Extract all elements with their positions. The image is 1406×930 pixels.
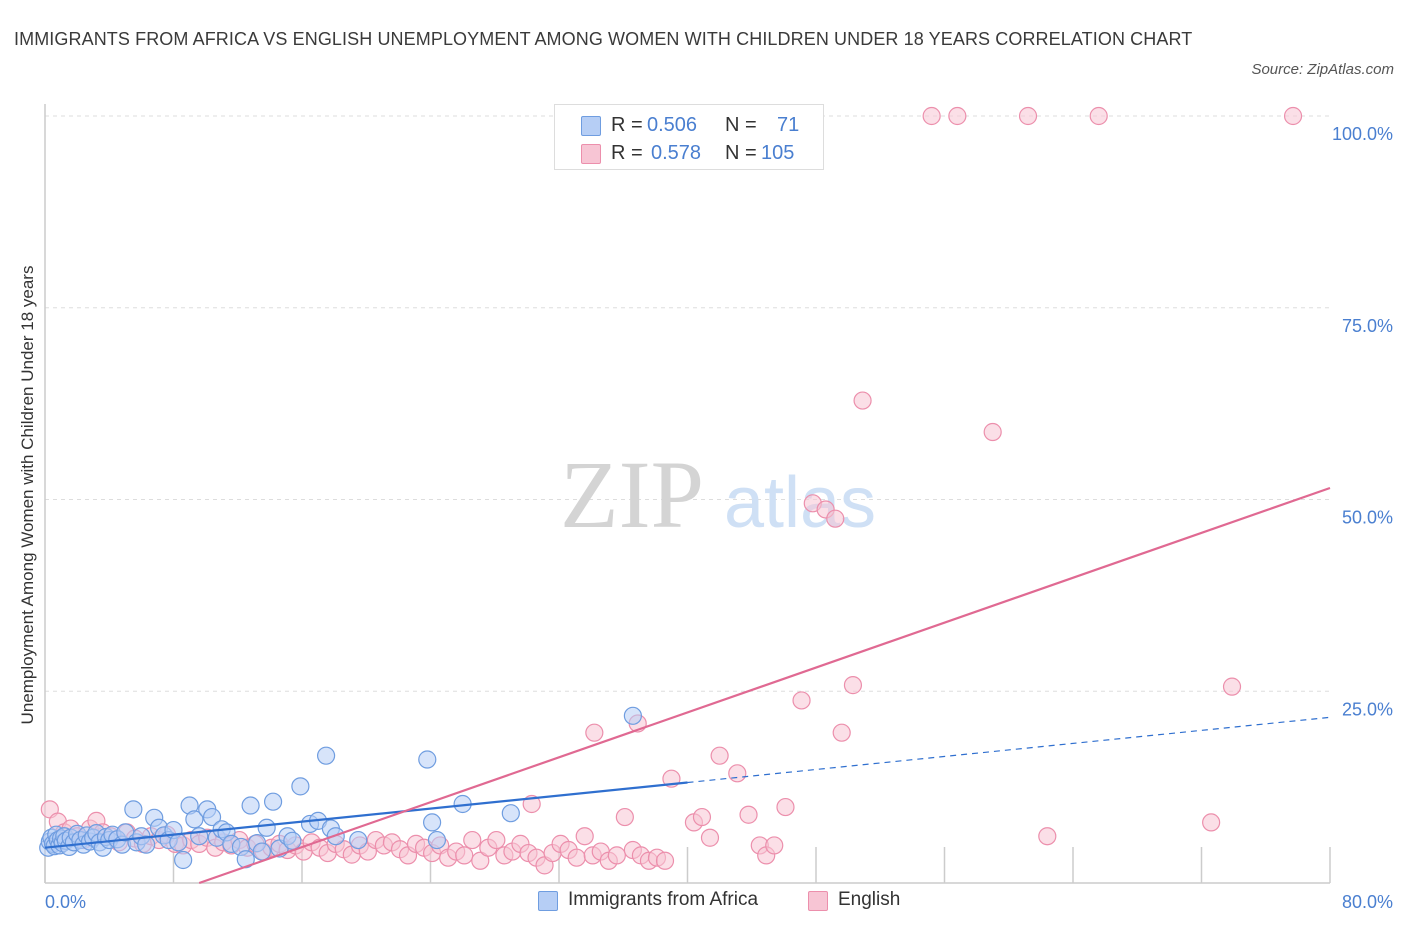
africa-point <box>501 804 520 823</box>
legend-n-value: 71 <box>777 114 800 136</box>
english-point <box>826 509 845 528</box>
bottom-legend-label-english: English <box>838 889 901 910</box>
english-point <box>1089 106 1108 126</box>
africa-point <box>423 813 442 832</box>
x-tick-label: 0.0% <box>45 892 86 912</box>
english-point <box>455 846 474 865</box>
english-point <box>463 830 482 850</box>
english-point <box>853 391 872 410</box>
axes <box>44 104 1331 884</box>
watermark: ZIP atlas <box>560 441 876 548</box>
africa-point <box>316 746 336 765</box>
legend-swatch-pink <box>581 144 601 164</box>
english-point <box>843 676 863 695</box>
watermark-atlas: atlas <box>724 463 876 543</box>
english-point <box>710 746 729 765</box>
english-point <box>1283 106 1303 126</box>
english-point <box>765 836 784 855</box>
africa-point <box>185 810 204 829</box>
x-tick-label: 80.0% <box>1342 892 1393 912</box>
english-point <box>776 797 795 817</box>
tick-labels: 100.0% 75.0% 50.0% 25.0% 0.0% 80.0% <box>45 124 1393 912</box>
legend-r-value: 0.578 <box>651 142 702 164</box>
bottom-legend-label-africa: Immigrants from Africa <box>568 889 759 910</box>
africa-point <box>623 706 642 725</box>
legend-n-label: N = <box>725 142 757 164</box>
english-point <box>832 723 851 742</box>
africa-point <box>252 842 271 861</box>
english-point <box>922 106 941 126</box>
africa-point <box>418 750 437 769</box>
english-point <box>1038 827 1057 846</box>
english-point <box>948 106 967 126</box>
legend-r-label: R = <box>611 142 643 164</box>
english-point <box>607 846 626 865</box>
correlation-legend: R = 0.506 N = 71 R = 0.578 N = 105 <box>554 104 824 170</box>
africa-point <box>283 831 302 850</box>
trend-lines <box>44 486 1331 885</box>
gridlines <box>45 115 1330 692</box>
english-point <box>692 807 712 827</box>
english-point <box>1202 813 1221 832</box>
english-point <box>700 828 720 847</box>
africa-point <box>257 818 276 837</box>
english-point <box>575 827 594 846</box>
bottom-legend-swatch-blue <box>538 891 558 911</box>
africa-point <box>263 792 283 811</box>
english-point <box>655 851 675 870</box>
legend-n-value: 105 <box>761 142 795 164</box>
africa-point <box>241 796 260 815</box>
english-point <box>585 723 604 742</box>
y-tick-label: 100.0% <box>1332 124 1393 144</box>
africa-point <box>124 800 143 819</box>
english-point <box>983 422 1002 442</box>
africa-point <box>291 777 310 796</box>
english-point <box>615 807 634 827</box>
chart-title: IMMIGRANTS FROM AFRICA VS ENGLISH UNEMPL… <box>14 29 1193 49</box>
english-point <box>792 691 811 710</box>
english-point <box>1222 677 1242 696</box>
africa-point <box>174 850 193 870</box>
africa-point <box>190 827 209 846</box>
y-tick-label: 50.0% <box>1342 508 1393 528</box>
africa-trend-extension <box>687 716 1331 784</box>
legend-r-value: 0.506 <box>647 114 698 136</box>
legend-row-africa: R = 0.506 N = 71 <box>555 110 823 140</box>
watermark-zip: ZIP <box>560 441 704 548</box>
legend-swatch-blue <box>581 116 601 136</box>
legend-row-english: R = 0.578 N = 105 <box>555 138 823 168</box>
africa-point <box>137 835 156 854</box>
english-point <box>567 848 586 867</box>
africa-trend-line <box>44 781 688 849</box>
africa-point <box>349 830 368 850</box>
y-tick-label: 25.0% <box>1342 699 1393 719</box>
legend-r-label: R = <box>611 114 643 136</box>
english-point <box>1018 106 1038 126</box>
bottom-legend-swatch-pink <box>808 891 828 911</box>
english-point <box>487 830 506 850</box>
english-point <box>728 764 747 783</box>
africa-point <box>169 833 188 852</box>
english-point <box>739 805 758 824</box>
english-trend-line <box>198 486 1331 885</box>
y-tick-label: 75.0% <box>1342 316 1393 336</box>
legend-n-label: N = <box>725 114 757 136</box>
source-label: Source: ZipAtlas.com <box>1251 61 1394 78</box>
africa-point <box>427 830 447 850</box>
africa-point <box>202 807 222 827</box>
english-point <box>471 851 490 870</box>
